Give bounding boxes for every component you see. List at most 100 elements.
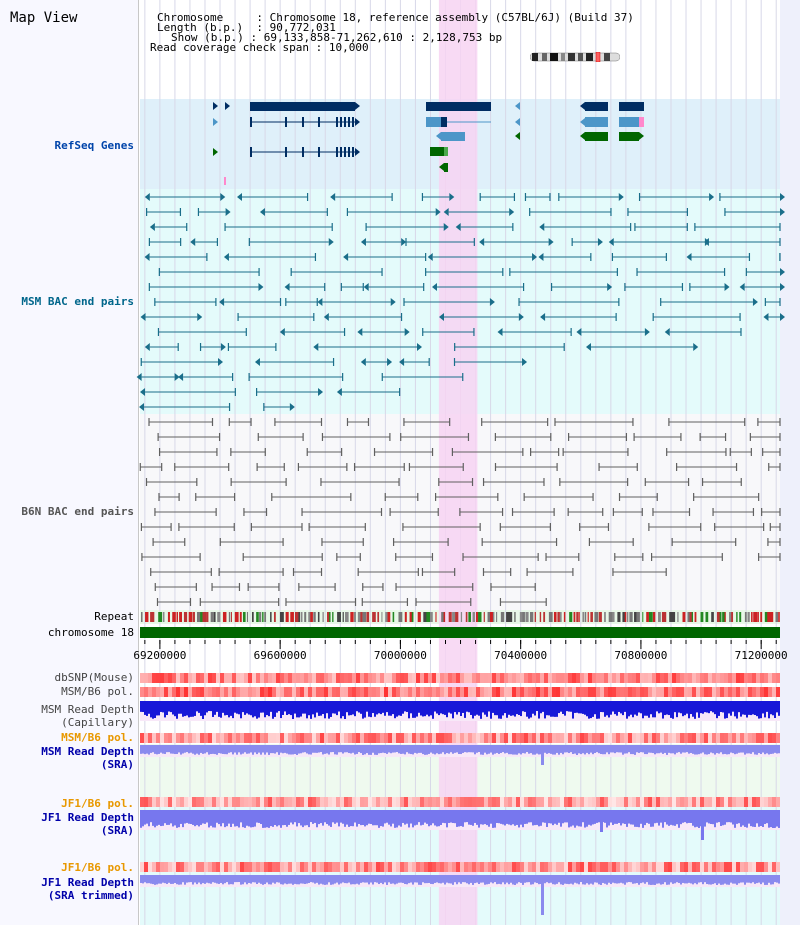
- bac-end-marker: [439, 313, 445, 321]
- gene-exon[interactable]: [336, 117, 338, 127]
- gene-exon[interactable]: [585, 102, 608, 111]
- gene-exon[interactable]: [441, 117, 447, 127]
- gene-exon[interactable]: [340, 117, 342, 127]
- depth-bar: [652, 875, 654, 885]
- depth-bar: [674, 875, 676, 884]
- gene-exon[interactable]: [285, 147, 287, 157]
- gene-exon[interactable]: [318, 147, 320, 157]
- gene-exon[interactable]: [348, 117, 350, 127]
- depth-bar: [682, 875, 684, 883]
- gene-exon[interactable]: [344, 147, 346, 157]
- gene-exon[interactable]: [285, 117, 287, 127]
- bac-end-marker: [489, 298, 495, 306]
- gene-exon[interactable]: [352, 117, 354, 127]
- heat-cell: [220, 733, 224, 743]
- depth-bar: [648, 701, 650, 718]
- repeat-element: [141, 612, 143, 622]
- gene-exon[interactable]: [426, 102, 491, 111]
- axis-tick-label: 70800000: [614, 649, 668, 662]
- gene-exon[interactable]: [585, 117, 608, 127]
- depth-bar: [158, 810, 160, 825]
- gene-exon[interactable]: [224, 177, 226, 185]
- gene-exon[interactable]: [318, 117, 320, 127]
- depth-bar: [204, 745, 206, 754]
- depth-bar: [262, 701, 264, 713]
- heat-cell: [420, 673, 424, 683]
- gene-exon[interactable]: [348, 147, 350, 157]
- depth-bar: [348, 701, 350, 716]
- depth-bar: [594, 701, 596, 715]
- gene-exon[interactable]: [352, 147, 354, 157]
- b6n-bac-features[interactable]: [139, 418, 781, 606]
- repeat-element: [519, 612, 524, 622]
- heat-cell: [664, 687, 668, 697]
- depth-bar: [314, 810, 316, 823]
- gene-exon[interactable]: [250, 147, 252, 157]
- depth-bar: [566, 745, 568, 753]
- chromosome-bar[interactable]: [140, 627, 780, 638]
- gene-exon[interactable]: [426, 117, 442, 127]
- gene-exon[interactable]: [619, 102, 644, 111]
- heat-cell: [456, 862, 460, 872]
- depth-bar: [150, 875, 152, 884]
- heat-cell: [752, 733, 756, 743]
- depth-bar: [606, 875, 608, 885]
- repeat-element: [337, 612, 341, 622]
- heat-cell: [276, 733, 280, 743]
- gene-exon[interactable]: [340, 147, 342, 157]
- gene-exon[interactable]: [585, 132, 608, 141]
- heat-cell: [740, 733, 744, 743]
- depth-bar: [480, 810, 482, 825]
- gene-exon[interactable]: [302, 117, 304, 127]
- heat-cell: [700, 733, 704, 743]
- depth-bar: [238, 810, 240, 828]
- depth-bar: [596, 745, 598, 753]
- heat-cell: [328, 862, 332, 872]
- gene-exon[interactable]: [250, 117, 252, 127]
- gene-exon[interactable]: [619, 117, 639, 127]
- heat-cell: [444, 862, 448, 872]
- gene-exon[interactable]: [444, 163, 448, 172]
- depth-bar: [720, 810, 722, 826]
- msm-bac-features[interactable]: [136, 193, 785, 411]
- heat-cell: [216, 862, 220, 872]
- depth-bar: [220, 810, 222, 827]
- depth-bar: [462, 701, 464, 713]
- chromosome-ideogram[interactable]: [530, 52, 620, 62]
- depth-bar: [486, 810, 488, 826]
- depth-bar: [488, 745, 490, 754]
- heat-cell: [204, 733, 208, 743]
- heat-cell: [252, 797, 256, 807]
- axis-tick-label: 69200000: [133, 649, 187, 662]
- depth-bar: [498, 701, 500, 719]
- depth-bar: [312, 745, 314, 753]
- gene-exon[interactable]: [302, 147, 304, 157]
- heat-cell: [156, 797, 160, 807]
- heat-cell: [192, 733, 196, 743]
- gene-exon[interactable]: [430, 147, 444, 156]
- refseq-gene-features[interactable]: [213, 102, 644, 185]
- depth-bar: [552, 745, 554, 755]
- gene-exon[interactable]: [444, 147, 448, 156]
- gene-exon[interactable]: [250, 102, 355, 111]
- gene-exon[interactable]: [344, 117, 346, 127]
- heat-cell: [376, 797, 380, 807]
- depth-bar: [334, 701, 336, 714]
- gene-exon[interactable]: [336, 147, 338, 157]
- depth-bar: [388, 875, 390, 883]
- heat-cell: [464, 797, 468, 807]
- gene-arrow: [355, 118, 360, 126]
- depth-bar: [576, 701, 578, 713]
- depth-bar: [432, 875, 434, 885]
- gene-exon[interactable]: [441, 132, 465, 141]
- heat-cell: [516, 733, 520, 743]
- depth-bar: [248, 875, 250, 883]
- depth-bar: [690, 701, 692, 715]
- heat-cell: [736, 673, 740, 683]
- gene-exon[interactable]: [619, 132, 639, 141]
- heat-cell: [544, 733, 548, 743]
- bac-end-marker: [144, 343, 150, 351]
- gene-exon[interactable]: [639, 117, 644, 127]
- heat-cell: [348, 862, 352, 872]
